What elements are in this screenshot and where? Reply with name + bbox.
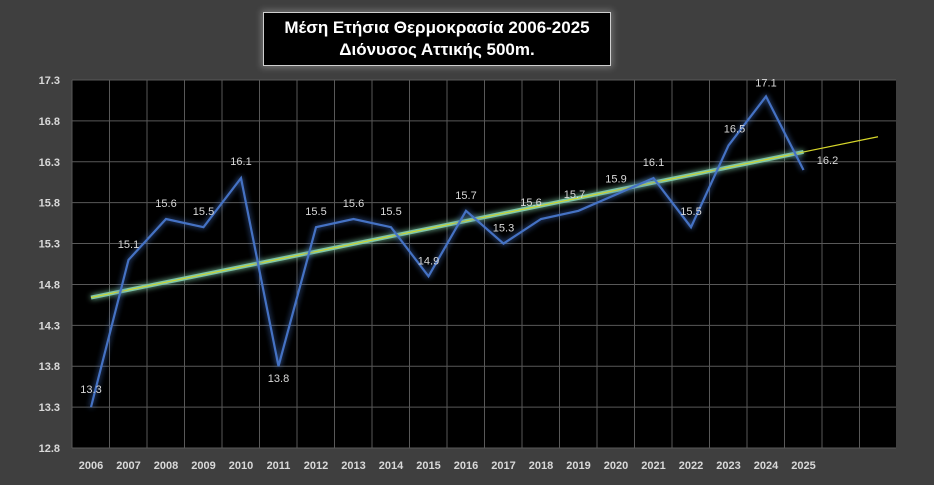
x-tick-label: 2007 <box>116 460 140 472</box>
y-tick-label: 15.3 <box>39 239 60 251</box>
x-tick-label: 2016 <box>454 460 478 472</box>
x-tick-label: 2023 <box>716 460 740 472</box>
x-tick-label: 2017 <box>491 460 515 472</box>
data-label: 15.6 <box>520 197 541 209</box>
y-tick-label: 12.8 <box>39 443 60 455</box>
chart-subtitle: Διόνυσος Αττικής 500m. <box>339 40 535 59</box>
y-tick-label: 16.3 <box>39 157 60 169</box>
series-line <box>89 94 805 408</box>
chart-title: Μέση Ετήσια Θερμοκρασία 2006-2025 <box>284 18 590 37</box>
data-label: 15.7 <box>564 189 585 201</box>
y-tick-label: 17.3 <box>39 75 60 87</box>
x-tick-label: 2010 <box>229 460 253 472</box>
data-label: 15.5 <box>380 206 401 218</box>
data-label: 13.3 <box>80 384 101 396</box>
data-label: 16.1 <box>230 156 251 168</box>
x-tick-label: 2012 <box>304 460 328 472</box>
y-tick-label: 14.3 <box>39 320 60 332</box>
data-label: 14.9 <box>418 255 439 267</box>
data-label: 15.5 <box>305 206 326 218</box>
data-label: 15.5 <box>680 206 701 218</box>
data-label: 15.7 <box>455 190 476 202</box>
y-tick-label: 13.3 <box>39 402 60 414</box>
x-tick-label: 2025 <box>791 460 815 472</box>
x-tick-label: 2015 <box>416 460 440 472</box>
data-label: 15.5 <box>193 206 214 218</box>
y-tick-label: 15.8 <box>39 198 60 210</box>
x-tick-label: 2024 <box>754 460 779 472</box>
data-label: 15.6 <box>155 198 176 210</box>
data-label: 15.9 <box>605 173 626 185</box>
trendline-core <box>90 151 804 299</box>
data-label: 16.2 <box>817 155 838 167</box>
x-tick-label: 2006 <box>79 460 103 472</box>
data-label: 15.6 <box>343 198 364 210</box>
x-tick-label: 2008 <box>154 460 178 472</box>
data-label: 15.1 <box>118 239 139 251</box>
x-tick-label: 2014 <box>379 460 404 472</box>
y-tick-label: 16.8 <box>39 116 60 128</box>
x-tick-label: 2022 <box>679 460 703 472</box>
x-tick-label: 2019 <box>566 460 590 472</box>
x-tick-label: 2013 <box>341 460 365 472</box>
data-label: 16.5 <box>724 123 745 135</box>
x-tick-label: 2009 <box>191 460 215 472</box>
x-tick-label: 2021 <box>641 460 665 472</box>
data-label: 15.3 <box>493 223 514 235</box>
chart-title-box: Μέση Ετήσια Θερμοκρασία 2006-2025 Διόνυσ… <box>263 12 611 66</box>
y-tick-label: 13.8 <box>39 361 60 373</box>
data-label: 17.1 <box>755 77 776 89</box>
x-tick-label: 2018 <box>529 460 553 472</box>
x-tick-label: 2020 <box>604 460 628 472</box>
x-tick-label: 2011 <box>267 460 291 472</box>
y-tick-label: 14.8 <box>39 279 60 291</box>
data-label: 16.1 <box>643 157 664 169</box>
data-label: 13.8 <box>268 373 289 385</box>
